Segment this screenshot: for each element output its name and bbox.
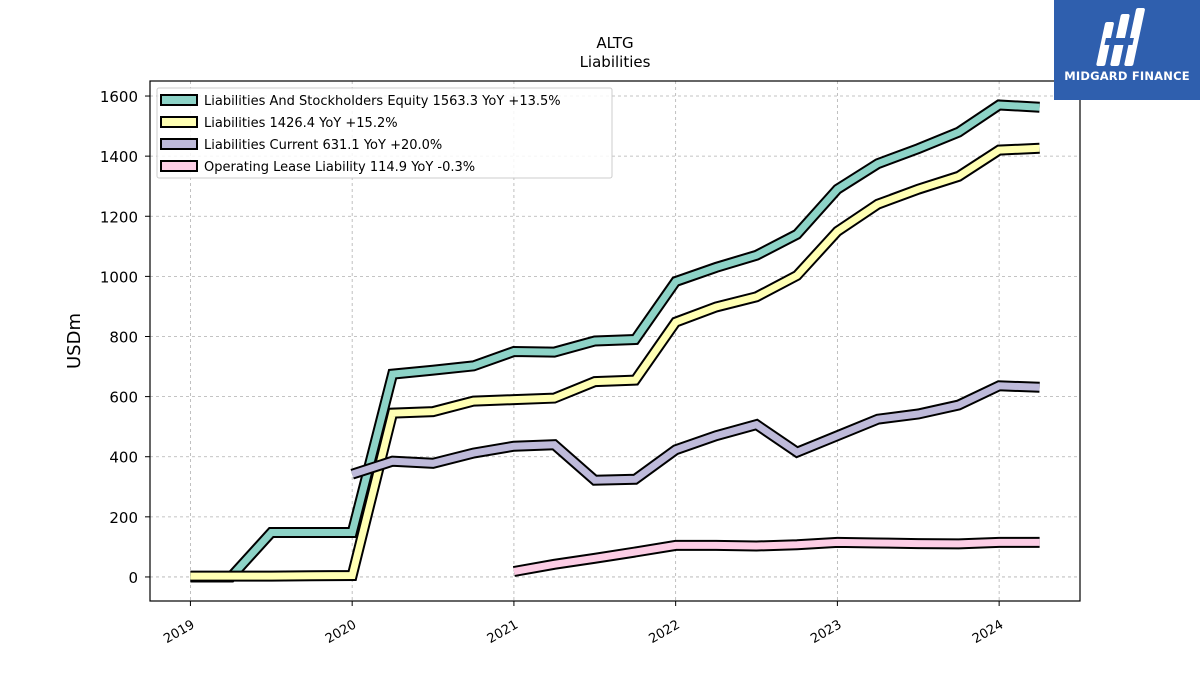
x-tick-label: 2020: [323, 617, 359, 647]
x-tick-label: 2022: [646, 617, 682, 647]
chart-subtitle: Liabilities: [580, 53, 651, 71]
x-tick-label: 2021: [485, 617, 521, 647]
series-2-outline: [350, 380, 1040, 486]
y-axis-label: USDm: [64, 313, 85, 369]
y-tick-label: 600: [109, 389, 138, 407]
y-tick-label: 1000: [100, 268, 138, 286]
x-tick-label: 2019: [161, 617, 197, 647]
legend: Liabilities And Stockholders Equity 1563…: [156, 87, 613, 179]
x-tick-label: 2024: [970, 617, 1006, 647]
y-tick-label: 1200: [100, 208, 138, 226]
legend-swatch-2: [160, 138, 198, 150]
legend-swatch-3: [160, 160, 198, 172]
legend-label-3: Operating Lease Liability 114.9 YoY -0.3…: [204, 160, 475, 175]
y-tick-label: 0: [128, 569, 138, 587]
y-tick-label: 200: [109, 509, 138, 527]
chart-title: ALTG: [596, 34, 633, 52]
y-tick-label: 800: [109, 328, 138, 346]
series-2-line: [351, 382, 1040, 484]
legend-label-2: Liabilities Current 631.1 YoY +20.0%: [204, 138, 442, 153]
y-tick-label: 1600: [100, 88, 138, 106]
series-1-outline: [190, 142, 1040, 582]
legend-box: [156, 87, 613, 179]
legend-label-0: Liabilities And Stockholders Equity 1563…: [204, 94, 561, 109]
series-0-line: [190, 101, 1040, 581]
series-layer: [190, 99, 1040, 583]
legend-swatch-0: [160, 94, 198, 106]
grid-lines: [150, 81, 1080, 601]
legend-label-1: Liabilities 1426.4 YoY +15.2%: [204, 116, 398, 131]
brand-name: MIDGARD FINANCE: [1064, 69, 1190, 83]
plot-frame: [149, 80, 1081, 602]
series-1-line: [190, 144, 1040, 580]
midgard-logo-icon: [1096, 8, 1145, 66]
series-3-line: [513, 538, 1040, 575]
x-tick-label: 2023: [808, 617, 844, 647]
y-tick-label: 1400: [100, 148, 138, 166]
y-tick-label: 400: [109, 449, 138, 467]
legend-swatch-1: [160, 116, 198, 128]
brand-logo: MIDGARD FINANCE: [1054, 0, 1200, 100]
